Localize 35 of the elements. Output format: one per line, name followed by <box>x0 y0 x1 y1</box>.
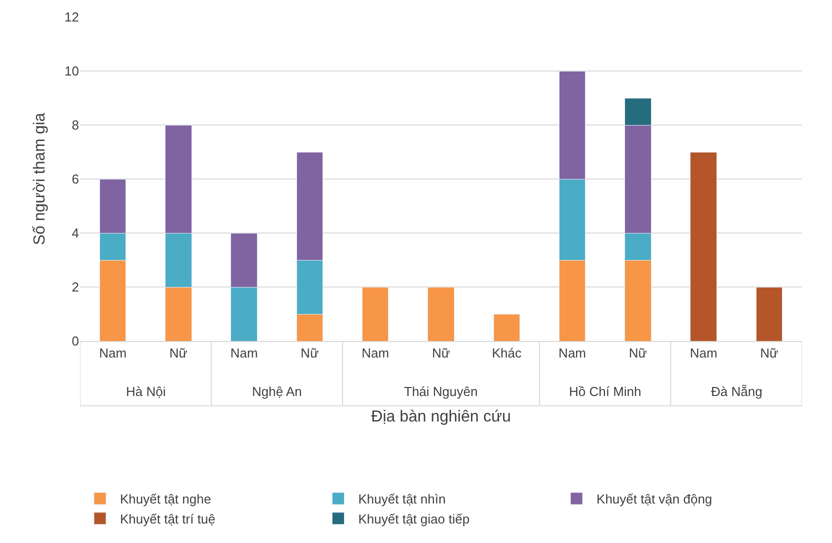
text: Hà Nội <box>126 384 166 399</box>
bar <box>756 286 783 341</box>
legend-label: Khuyết tật vận động <box>596 492 712 507</box>
y-tick-label: 4 <box>72 226 79 241</box>
legend-label: Khuyết tật nhìn <box>358 492 446 507</box>
y-tick-label: 12 <box>64 10 79 25</box>
bar <box>362 286 389 341</box>
x-tick-label: Nữ <box>432 346 450 361</box>
x-tick-label: Nữ <box>169 346 188 361</box>
legend-label: Khuyết tật trí tuệ <box>120 511 216 526</box>
bar <box>690 152 717 341</box>
x-tick-label: Nam <box>99 346 127 361</box>
text: Nghệ An <box>252 384 302 399</box>
x-axis-title: Địa bàn nghiên cứu <box>371 408 511 426</box>
y-axis-title: Số người tham gia <box>31 112 48 246</box>
x-tick-label: Nam <box>362 346 390 361</box>
x-tick-label: Khác <box>492 346 522 361</box>
y-tick-label: 10 <box>64 64 79 79</box>
x-tick-label: Nữ <box>760 346 779 361</box>
legend-label: Khuyết tật giao tiếp <box>358 511 470 526</box>
x-tick-label: Nữ <box>628 346 648 361</box>
y-tick-label: 8 <box>72 118 79 133</box>
bar <box>428 286 454 341</box>
y-tick-label: 6 <box>72 172 79 187</box>
x-tick-label: Nữ <box>300 346 320 361</box>
text: Thái Nguyên <box>404 384 478 399</box>
legend-label: Khuyết tật nghe <box>120 492 212 507</box>
text: Đà Nẵng <box>711 384 762 399</box>
y-tick-label: 2 <box>72 280 79 295</box>
x-tick-label: Nam <box>230 346 258 361</box>
x-tick-label: Nam <box>690 346 718 361</box>
x-tick-label: Nam <box>558 346 586 361</box>
bar <box>493 314 520 341</box>
y-tick-label: 0 <box>72 334 79 349</box>
text: Hồ Chí Minh <box>569 384 642 399</box>
